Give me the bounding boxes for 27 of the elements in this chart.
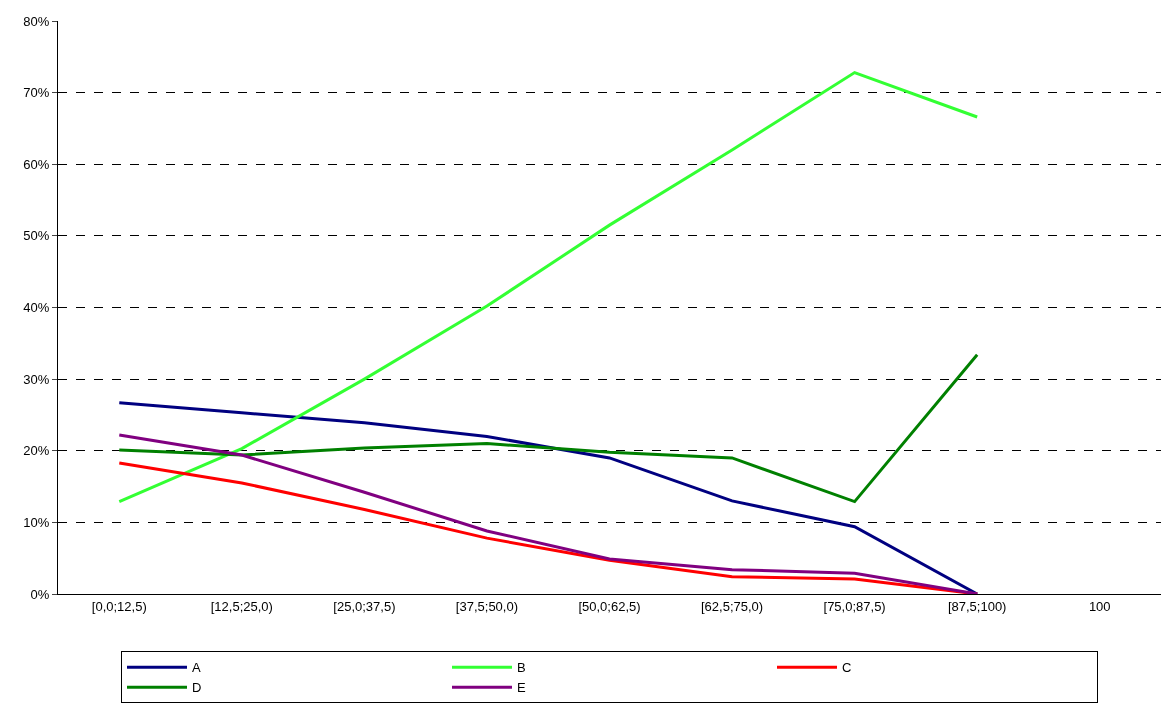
legend-label: E — [517, 680, 526, 696]
x-tick-label: [25,0;37,5) — [333, 598, 396, 614]
legend-label: C — [842, 660, 852, 676]
y-tick-label: 10% — [23, 514, 50, 530]
y-tick-label: 0% — [30, 586, 50, 602]
y-tick-label: 60% — [23, 156, 50, 172]
line-series — [117, 71, 979, 504]
line-series — [117, 353, 979, 504]
legend-label: A — [192, 660, 201, 676]
x-tick-label: 100 — [1088, 598, 1111, 614]
y-tick-label: 40% — [23, 300, 50, 316]
line-series — [117, 401, 979, 594]
x-tick-label: [75,0;87,5) — [823, 598, 886, 614]
line-series — [117, 433, 979, 594]
x-tick-label: [0,0;12,5) — [91, 598, 147, 614]
y-tick-label: 80% — [23, 13, 50, 29]
x-tick-label: [12,5;25,0) — [210, 598, 273, 614]
y-tick-label: 20% — [23, 443, 50, 459]
legend-label: D — [192, 680, 202, 696]
x-tick-label: [37,5;50,0) — [455, 598, 519, 614]
y-tick-label: 70% — [23, 85, 50, 101]
y-tick-label: 50% — [23, 228, 50, 244]
y-tick-label: 30% — [23, 371, 50, 387]
x-tick-label: [62,5;75,0) — [700, 598, 764, 614]
legend-label: B — [517, 660, 526, 676]
x-tick-label: [87,5;100) — [947, 598, 1007, 614]
x-tick-label: [50,0;62,5) — [578, 598, 641, 614]
